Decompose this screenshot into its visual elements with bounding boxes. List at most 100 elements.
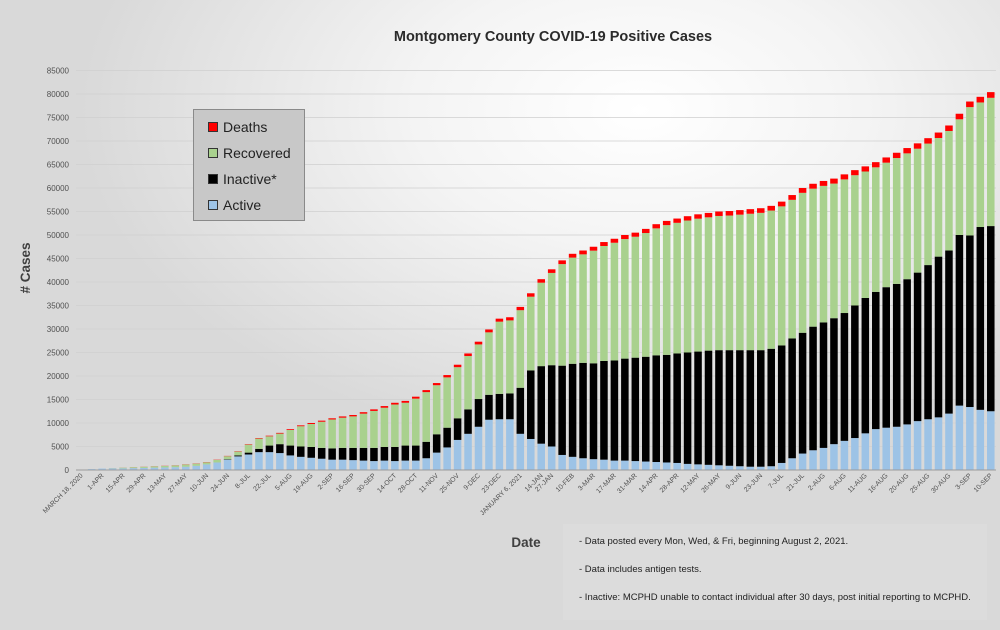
- bar-inactive: [903, 279, 911, 425]
- bar-deaths: [913, 143, 922, 149]
- bar-inactive: [746, 350, 755, 467]
- x-tick-label: 28-OCT: [397, 472, 419, 494]
- bar-deaths: [757, 208, 765, 213]
- bar-recovered: [558, 264, 566, 366]
- bar-active: [307, 457, 315, 470]
- bar-deaths: [819, 180, 828, 186]
- y-tick-label: 85000: [47, 67, 70, 76]
- bar-recovered: [767, 210, 775, 349]
- bar-active: [662, 462, 671, 470]
- x-tick-label: 14-APR: [638, 472, 660, 494]
- bar-inactive: [265, 445, 274, 453]
- x-tick-label: 6-AUG: [828, 472, 848, 492]
- x-tick-label: 15-APR: [105, 472, 127, 494]
- bar-recovered: [621, 239, 629, 359]
- bar-active: [715, 465, 723, 470]
- x-tick-label: 26-MAY: [700, 472, 722, 494]
- bar-recovered: [119, 467, 127, 469]
- bar-deaths: [809, 183, 817, 189]
- bar-deaths: [652, 224, 660, 229]
- bar-inactive: [391, 446, 399, 462]
- bar-recovered: [579, 254, 587, 363]
- bar-active: [213, 462, 221, 470]
- bar-recovered: [453, 367, 462, 419]
- x-tick-label: 1-APR: [86, 472, 105, 491]
- bar-active: [223, 459, 232, 470]
- bar-active: [642, 461, 650, 470]
- y-tick-label: 75000: [47, 114, 70, 123]
- bar-active: [412, 460, 420, 470]
- bar-recovered: [955, 119, 964, 235]
- x-tick-label: 10-JUN: [189, 472, 210, 493]
- x-tick-label: 10-SEP: [973, 472, 995, 494]
- x-tick-label: MARCH 18, 2020: [42, 472, 85, 515]
- note-inactive-definition: - Inactive: MCPHD unable to contact indi…: [579, 592, 971, 603]
- x-tick-label: 12-MAY: [679, 472, 701, 494]
- bar-deaths: [851, 170, 859, 176]
- bar-inactive: [380, 446, 389, 461]
- bar-active: [725, 465, 734, 470]
- bar-recovered: [412, 398, 420, 446]
- bar-recovered: [432, 385, 441, 435]
- bar-recovered: [171, 465, 180, 468]
- bar-active: [621, 460, 629, 470]
- x-tick-label: 30-AUG: [930, 472, 952, 494]
- bar-deaths: [286, 429, 295, 430]
- legend: Deaths Recovered Inactive* Active: [193, 109, 305, 221]
- bar-deaths: [265, 435, 274, 437]
- y-axis: 0 5000 10000 15000 20000 25000 30000 35000 40000…: [47, 67, 70, 476]
- bar-active: [370, 461, 378, 470]
- y-tick-label: 80000: [47, 90, 70, 99]
- bar-inactive: [642, 356, 650, 462]
- bar-inactive: [966, 235, 974, 408]
- bar-active: [934, 417, 943, 470]
- bar-active: [704, 464, 713, 470]
- x-tick-label: 24-JUN: [210, 472, 231, 493]
- bar-inactive: [464, 409, 472, 434]
- legend-swatch-recovered: [208, 148, 218, 158]
- bar-deaths: [673, 218, 681, 223]
- x-tick-label: 5-AUG: [274, 472, 294, 492]
- bar-inactive: [945, 250, 953, 414]
- bar-inactive: [777, 345, 786, 463]
- bar-active: [924, 419, 932, 470]
- bar-active: [276, 453, 284, 470]
- bar-recovered: [976, 102, 985, 228]
- legend-item-inactive: Inactive*: [208, 166, 304, 192]
- bar-active: [474, 426, 483, 470]
- bar-inactive: [861, 297, 870, 434]
- bar-inactive: [474, 399, 483, 427]
- bar-inactive: [725, 350, 734, 466]
- bar-inactive: [851, 305, 859, 439]
- bar-inactive: [516, 387, 525, 434]
- bar-deaths: [380, 406, 389, 408]
- bar-inactive: [913, 272, 922, 422]
- bar-active: [736, 466, 744, 470]
- x-tick-label: 27-MAY: [167, 472, 189, 494]
- bar-inactive: [255, 448, 263, 453]
- bar-active: [976, 409, 985, 470]
- bar-active: [182, 466, 190, 470]
- bar-inactive: [987, 226, 995, 412]
- bar-inactive: [882, 287, 890, 428]
- bar-inactive: [924, 265, 932, 420]
- bar-recovered: [746, 213, 755, 351]
- bar-active: [945, 413, 953, 470]
- bar-active: [380, 460, 389, 470]
- bar-active: [589, 459, 598, 470]
- bar-recovered: [202, 462, 211, 465]
- bar-deaths: [767, 205, 775, 211]
- bar-active: [767, 466, 775, 470]
- bar-deaths: [882, 157, 890, 163]
- bar-active: [119, 468, 127, 470]
- legend-label-recovered: Recovered: [223, 145, 291, 161]
- bar-inactive: [809, 326, 817, 451]
- x-tick-label: 3-SEP: [954, 472, 973, 491]
- bar-inactive: [715, 350, 723, 466]
- bar-active: [317, 458, 326, 470]
- bar-recovered: [140, 466, 148, 468]
- bar-deaths: [307, 423, 315, 424]
- legend-swatch-active: [208, 200, 218, 210]
- bar-deaths: [976, 96, 985, 103]
